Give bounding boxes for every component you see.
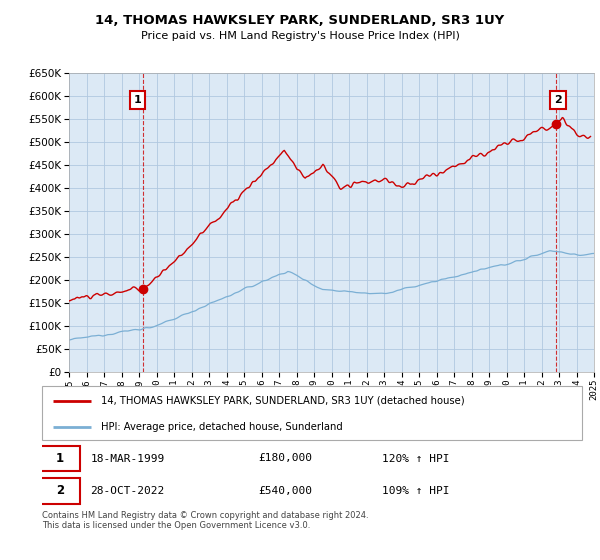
Text: 14, THOMAS HAWKSLEY PARK, SUNDERLAND, SR3 1UY: 14, THOMAS HAWKSLEY PARK, SUNDERLAND, SR… <box>95 14 505 27</box>
Text: 120% ↑ HPI: 120% ↑ HPI <box>382 454 450 464</box>
Text: 1: 1 <box>56 452 64 465</box>
Text: 1: 1 <box>134 95 142 105</box>
Text: 18-MAR-1999: 18-MAR-1999 <box>91 454 165 464</box>
Text: £180,000: £180,000 <box>258 454 312 464</box>
Text: £540,000: £540,000 <box>258 486 312 496</box>
Text: 109% ↑ HPI: 109% ↑ HPI <box>382 486 450 496</box>
FancyBboxPatch shape <box>42 386 582 440</box>
Text: 14, THOMAS HAWKSLEY PARK, SUNDERLAND, SR3 1UY (detached house): 14, THOMAS HAWKSLEY PARK, SUNDERLAND, SR… <box>101 396 465 406</box>
Text: Contains HM Land Registry data © Crown copyright and database right 2024.
This d: Contains HM Land Registry data © Crown c… <box>42 511 368 530</box>
Text: 28-OCT-2022: 28-OCT-2022 <box>91 486 165 496</box>
FancyBboxPatch shape <box>40 478 80 503</box>
Text: 2: 2 <box>56 484 64 497</box>
Text: Price paid vs. HM Land Registry's House Price Index (HPI): Price paid vs. HM Land Registry's House … <box>140 31 460 41</box>
FancyBboxPatch shape <box>40 446 80 472</box>
Text: HPI: Average price, detached house, Sunderland: HPI: Average price, detached house, Sund… <box>101 422 343 432</box>
Text: 2: 2 <box>554 95 562 105</box>
